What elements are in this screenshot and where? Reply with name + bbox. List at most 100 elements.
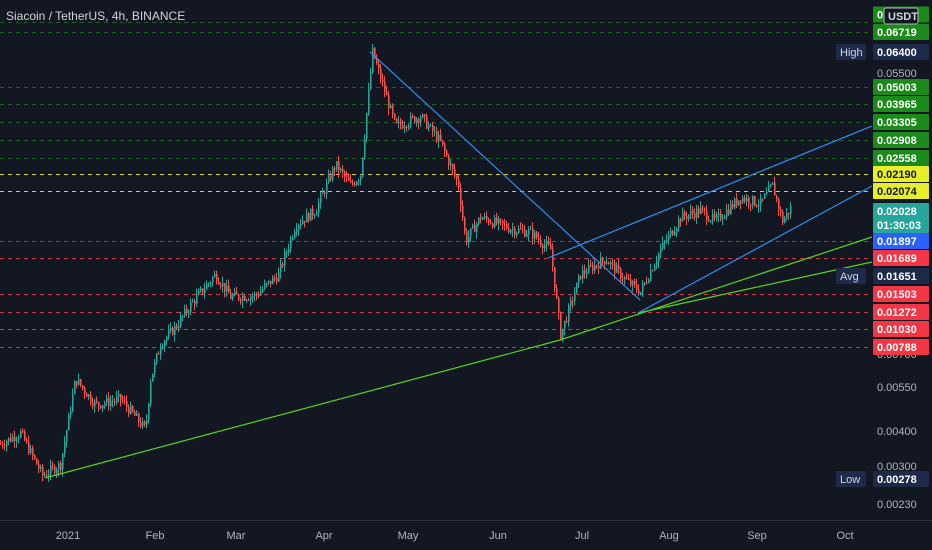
candle (710, 219, 712, 224)
candle (298, 223, 300, 237)
candle (658, 252, 660, 268)
level-tag: 0.02908 (877, 135, 917, 147)
candle (400, 118, 402, 130)
candle (608, 261, 610, 265)
candle (722, 214, 724, 226)
level-tag: 0.02558 (877, 153, 917, 165)
last-price-tag: 0.02028 (877, 206, 917, 218)
avg-label-bg (836, 268, 866, 284)
candle (76, 380, 78, 389)
avg-value-bg (873, 268, 929, 284)
candle (428, 121, 430, 132)
candle (614, 259, 616, 279)
candle (624, 275, 626, 285)
candle (388, 90, 390, 116)
candle (538, 232, 540, 245)
candle (358, 178, 360, 186)
candle (478, 217, 480, 227)
candle (566, 316, 568, 324)
candle (674, 226, 676, 236)
candle (704, 207, 706, 216)
candle (736, 192, 738, 208)
candle (262, 286, 264, 293)
candle (326, 178, 328, 200)
trend-line (547, 125, 873, 259)
candle (644, 281, 646, 286)
candle (610, 260, 612, 270)
candle (208, 282, 210, 288)
candle (320, 192, 322, 209)
candle (470, 228, 472, 243)
candle (480, 213, 482, 224)
candle (730, 199, 732, 215)
x-tick-label: Aug (659, 530, 679, 542)
currency-label: USDT (888, 11, 918, 23)
level-tag: 0.03305 (877, 117, 917, 129)
candle (256, 291, 258, 301)
candle (198, 288, 200, 296)
candle (20, 429, 22, 439)
candle (476, 221, 478, 239)
candle (92, 397, 94, 410)
candle (540, 235, 542, 248)
candle (102, 405, 104, 413)
candle (312, 204, 314, 220)
candle (512, 222, 514, 237)
candle (84, 386, 86, 399)
candle (434, 126, 436, 137)
candle (0, 440, 2, 445)
candle (760, 193, 762, 212)
candle (620, 267, 622, 283)
candle (120, 393, 122, 407)
currency-badge (883, 7, 919, 25)
candle (302, 215, 304, 225)
x-tick-label: Jun (489, 530, 507, 542)
candle (232, 292, 234, 301)
candle (306, 208, 308, 223)
candle (134, 409, 136, 416)
candle (96, 396, 98, 404)
candle (164, 339, 166, 352)
candle (432, 121, 434, 138)
candle (234, 287, 236, 297)
candle (426, 113, 428, 130)
candle (140, 417, 142, 429)
candle (210, 280, 212, 287)
high-label: High (840, 47, 863, 59)
candle (444, 141, 446, 157)
candle (532, 222, 534, 245)
y-tick-label: 0.05500 (877, 68, 917, 80)
candle (44, 471, 46, 478)
candle (68, 412, 70, 431)
candle (592, 261, 594, 275)
candle (486, 211, 488, 223)
candle (24, 429, 26, 442)
candle (754, 195, 756, 207)
candle (524, 225, 526, 238)
candle (422, 113, 424, 119)
candle (656, 255, 658, 270)
candle (458, 175, 460, 192)
candle (254, 291, 256, 302)
level-tag: 0.06719 (877, 27, 917, 39)
candle (720, 209, 722, 222)
y-tick-label: 0.00300 (877, 461, 917, 473)
candle (582, 265, 584, 284)
level-tag-bg (873, 132, 929, 148)
candle (680, 217, 682, 227)
candle (662, 236, 664, 251)
candle (242, 292, 244, 308)
candle (708, 215, 710, 222)
x-tick-label: Oct (836, 530, 853, 542)
trend-line (44, 339, 561, 479)
candle (508, 222, 510, 234)
candle (678, 215, 680, 232)
candle (126, 395, 128, 412)
candle (344, 170, 346, 183)
level-tag-bg (873, 339, 929, 355)
candle (324, 190, 326, 198)
candle (652, 269, 654, 272)
candle (558, 296, 560, 320)
candle (170, 322, 172, 334)
